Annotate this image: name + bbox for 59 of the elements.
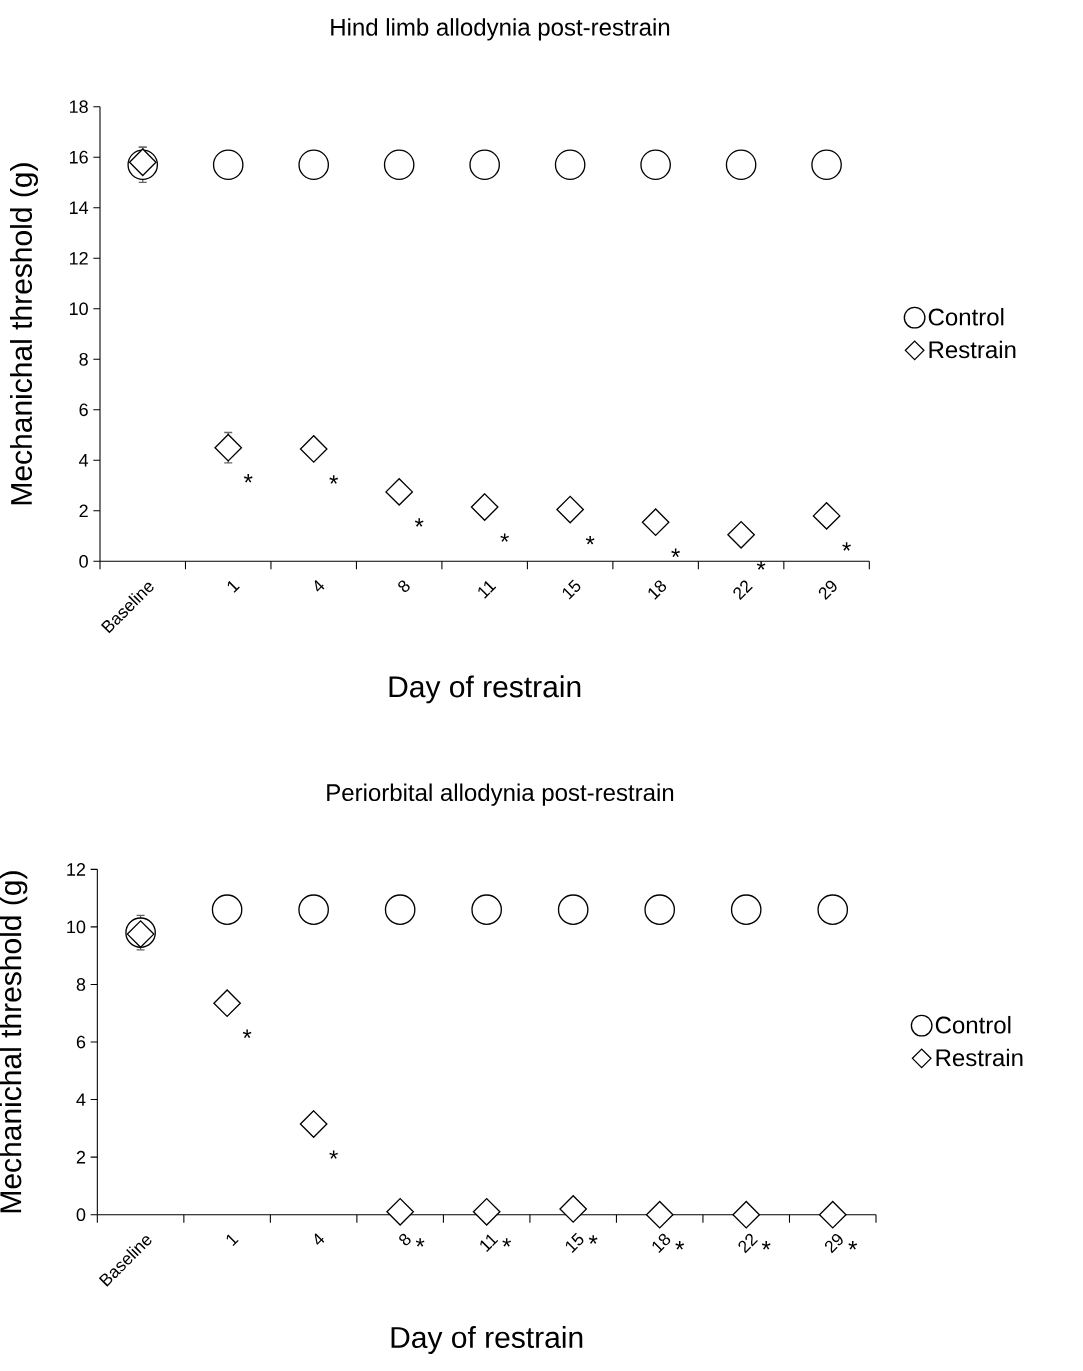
y-tick-label: 6 <box>76 1035 86 1049</box>
annotation: * <box>588 1235 598 1244</box>
x-tick-label: 11 <box>480 1234 499 1252</box>
annotation: * <box>243 474 253 483</box>
x-tick-label: 15 <box>562 579 581 600</box>
x-tick-label: 1 <box>227 581 240 593</box>
legend-label: Restrain <box>936 1048 1023 1067</box>
y-tick-label: 2 <box>76 1150 86 1164</box>
x-tick-label: 29 <box>818 580 837 601</box>
y-tick-label: 4 <box>79 454 89 467</box>
annotation: * <box>329 1150 338 1159</box>
x-tick-label: 4 <box>314 1233 325 1245</box>
annotation: * <box>585 535 595 545</box>
annotation: * <box>502 1238 511 1247</box>
annotation: * <box>329 475 338 484</box>
legend-label: Restrain <box>929 340 1016 359</box>
x-tick-label: 1 <box>226 1234 239 1247</box>
y-tick-label: 8 <box>79 352 88 366</box>
y-tick-label: 0 <box>79 554 88 568</box>
y-tick-label: 6 <box>79 403 88 417</box>
annotation: * <box>500 533 509 542</box>
y-tick-label: 2 <box>79 504 88 518</box>
x-tick-label: 22 <box>733 580 753 601</box>
y-tick-label: 10 <box>67 920 86 934</box>
y-axis-title: Mechanichal threshold (g) <box>10 163 38 505</box>
x-tick-label: 18 <box>648 580 667 600</box>
annotation: * <box>756 561 766 570</box>
y-tick-label: 4 <box>76 1093 86 1106</box>
annotation: * <box>415 1238 425 1247</box>
annotation: * <box>671 548 680 558</box>
legend-label: Control <box>935 1015 1011 1034</box>
y-tick-label: 18 <box>69 100 88 114</box>
x-tick-label: 29 <box>824 1234 843 1254</box>
y-tick-label: 14 <box>69 201 89 214</box>
legend-label: Control <box>928 307 1004 326</box>
x-tick-label: 18 <box>652 1233 671 1254</box>
annotation: * <box>848 1241 858 1250</box>
annotation: * <box>675 1241 684 1250</box>
x-tick-label: 15 <box>565 1232 584 1253</box>
x-tick-label: 8 <box>399 1233 411 1246</box>
y-axis-title: Mechanichal threshold (g) <box>0 871 28 1213</box>
chart-title: Periorbital allodynia post-restrain <box>327 783 674 806</box>
x-tick-label: 22 <box>738 1233 758 1254</box>
y-tick-label: 12 <box>67 863 86 876</box>
chart-title: Hind limb allodynia post-restrain <box>331 18 670 41</box>
annotation: * <box>242 1029 252 1038</box>
y-tick-label: 8 <box>76 978 86 991</box>
y-tick-label: 12 <box>69 251 88 265</box>
x-axis-title: Day of restrain <box>391 1326 583 1354</box>
x-tick-label: 4 <box>314 580 325 592</box>
y-tick-label: 10 <box>69 302 88 316</box>
y-tick-label: 16 <box>69 150 88 164</box>
x-tick-label: 11 <box>478 581 497 599</box>
x-tick-label: 8 <box>398 580 410 593</box>
annotation: * <box>761 1241 771 1250</box>
x-axis-title: Day of restrain <box>389 675 581 704</box>
annotation: * <box>842 542 851 551</box>
annotation: * <box>414 518 424 527</box>
y-tick-label: 0 <box>76 1208 86 1222</box>
